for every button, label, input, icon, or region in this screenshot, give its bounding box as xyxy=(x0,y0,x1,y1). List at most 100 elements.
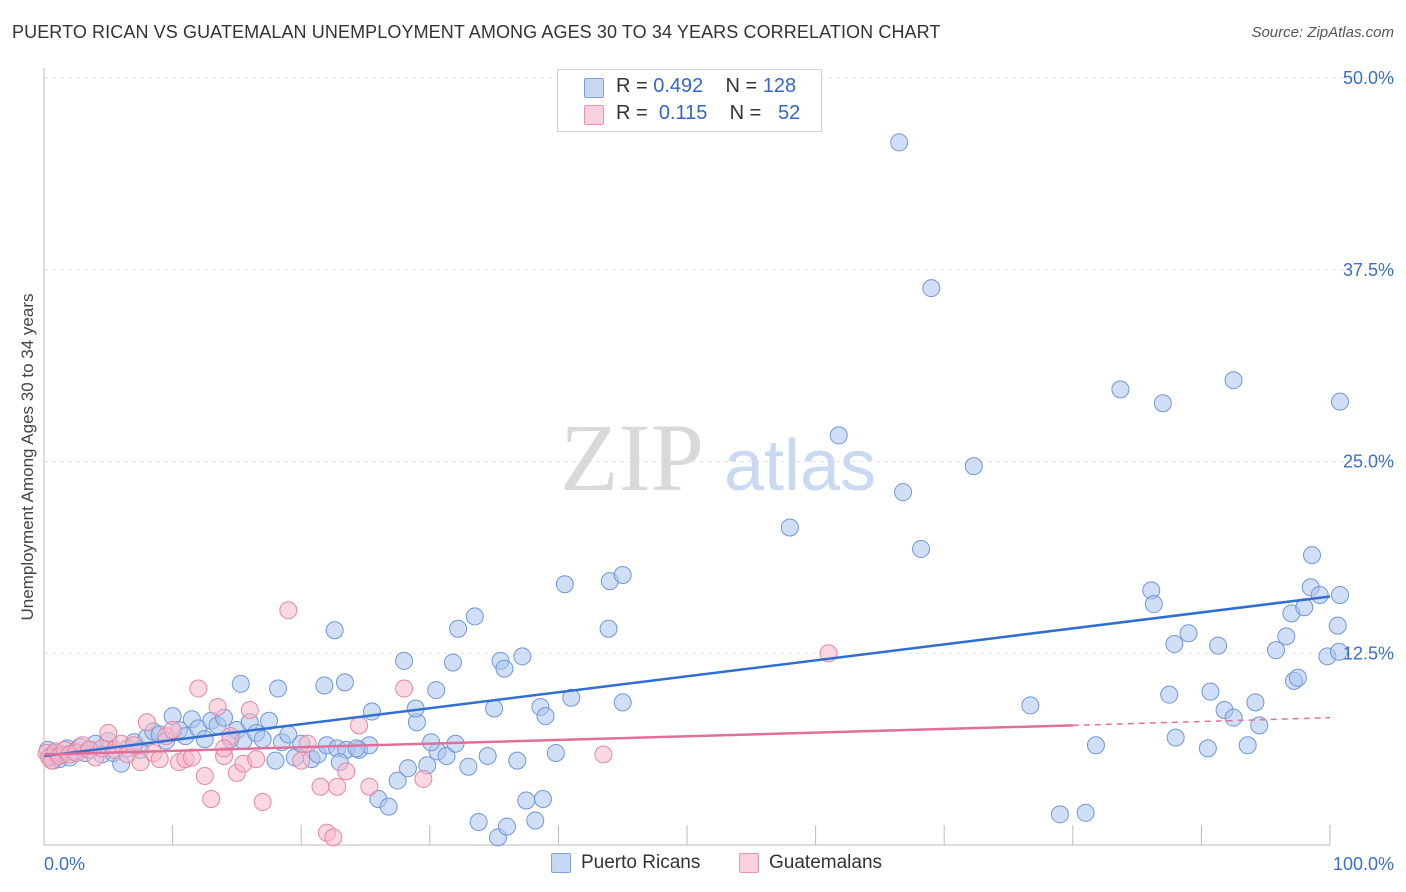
data-point-guatemalan xyxy=(163,720,182,739)
r-label: R = xyxy=(616,102,648,124)
y-tick-label: 37.5% xyxy=(1343,260,1394,280)
data-point-puerto-rican xyxy=(427,681,446,700)
data-point-puerto-rican xyxy=(1331,585,1349,604)
legend-swatch-pink xyxy=(584,105,604,125)
data-point-guatemalan xyxy=(195,766,214,785)
data-point-puerto-rican xyxy=(1209,636,1228,655)
y-tick-labels: 12.5% 25.0% 37.5% 50.0% xyxy=(1343,68,1394,663)
data-point-puerto-rican xyxy=(485,699,504,718)
data-point-puerto-rican xyxy=(449,619,468,638)
data-point-guatemalan xyxy=(360,777,379,796)
data-point-puerto-rican xyxy=(1166,728,1185,747)
data-point-puerto-rican xyxy=(1330,642,1349,661)
y-tick-label: 50.0% xyxy=(1343,68,1394,88)
data-point-guatemalan xyxy=(324,828,343,847)
data-point-puerto-rican xyxy=(478,747,497,766)
legend-label: Puerto Ricans xyxy=(581,852,701,873)
chart-title: PUERTO RICAN VS GUATEMALAN UNEMPLOYMENT … xyxy=(12,22,941,42)
data-point-puerto-rican xyxy=(508,751,527,770)
data-point-puerto-rican xyxy=(1224,371,1243,390)
data-point-puerto-rican xyxy=(533,789,552,808)
data-point-puerto-rican xyxy=(195,730,214,749)
data-point-puerto-rican xyxy=(1266,641,1285,660)
data-point-puerto-rican xyxy=(1198,739,1217,758)
grid xyxy=(44,77,1394,654)
data-point-puerto-rican xyxy=(469,812,488,831)
data-point-puerto-rican xyxy=(437,747,456,766)
data-point-puerto-rican xyxy=(266,751,285,770)
data-point-guatemalan xyxy=(247,750,266,769)
data-point-puerto-rican xyxy=(1144,595,1163,614)
y-tick-label: 12.5% xyxy=(1343,643,1394,663)
data-point-guatemalan xyxy=(131,753,150,772)
data-point-puerto-rican xyxy=(495,659,514,678)
data-point-guatemalan xyxy=(189,679,208,698)
x-tick-label-max: 100.0% xyxy=(1333,854,1394,874)
y-axis-label: Unemployment Among Ages 30 to 34 years xyxy=(18,294,37,621)
data-point-puerto-rican xyxy=(1160,685,1179,704)
data-point-puerto-rican xyxy=(517,791,536,810)
data-point-puerto-rican xyxy=(526,811,545,830)
data-point-puerto-rican xyxy=(562,688,581,707)
legend-swatch-blue xyxy=(584,78,604,98)
data-point-puerto-rican xyxy=(1021,696,1040,715)
data-point-guatemalan xyxy=(328,777,347,796)
data-point-puerto-rican xyxy=(443,653,462,672)
trend-line-guatemalans xyxy=(43,724,1073,756)
data-point-puerto-rican xyxy=(546,743,565,762)
data-point-puerto-rican xyxy=(1111,380,1130,399)
data-point-puerto-rican xyxy=(1076,803,1095,822)
watermark-zip: ZIP xyxy=(560,404,704,511)
stats-legend: R = 0.492 N = 128 R = 0.115 N = 52 xyxy=(557,69,822,132)
data-point-guatemalan xyxy=(311,777,330,796)
data-point-guatemalan xyxy=(337,762,356,781)
data-point-puerto-rican xyxy=(1086,736,1105,755)
data-point-guatemalan xyxy=(350,716,369,735)
data-point-puerto-rican xyxy=(922,279,941,298)
data-point-puerto-rican xyxy=(497,817,516,836)
data-point-puerto-rican xyxy=(1246,693,1265,712)
data-point-guatemalan xyxy=(298,734,317,753)
data-point-puerto-rican xyxy=(388,771,407,790)
data-point-puerto-rican xyxy=(1165,635,1184,654)
r-value: 0.115 xyxy=(658,102,708,124)
data-point-puerto-rican xyxy=(335,673,354,692)
data-point-puerto-rican xyxy=(894,483,913,502)
watermark: ZIP atlas xyxy=(560,404,876,511)
data-point-guatemalan xyxy=(208,697,227,716)
trend-line-guatemalans-extension xyxy=(1072,716,1331,727)
legend-swatch-pink xyxy=(739,853,759,873)
data-point-puerto-rican xyxy=(269,679,288,698)
data-point-guatemalan xyxy=(150,750,169,769)
data-point-guatemalan xyxy=(395,679,414,698)
data-point-puerto-rican xyxy=(315,676,334,695)
data-point-puerto-rican xyxy=(555,575,574,594)
data-point-puerto-rican xyxy=(613,693,632,712)
data-point-puerto-rican xyxy=(1250,716,1269,735)
data-point-puerto-rican xyxy=(912,539,931,558)
x-tick-label-min: 0.0% xyxy=(44,854,85,874)
data-point-guatemalan xyxy=(99,724,118,743)
data-point-guatemalan xyxy=(240,701,259,720)
data-point-puerto-rican xyxy=(325,621,344,640)
data-point-puerto-rican xyxy=(1201,682,1220,701)
data-point-puerto-rican xyxy=(398,759,417,778)
data-point-puerto-rican xyxy=(964,457,983,476)
data-point-puerto-rican xyxy=(1302,546,1321,565)
source-label: Source: ZipAtlas.com xyxy=(1251,24,1394,41)
data-point-puerto-rican xyxy=(1277,627,1296,646)
data-point-puerto-rican xyxy=(1238,736,1257,755)
trend-lines xyxy=(43,595,1331,758)
data-point-puerto-rican xyxy=(1153,394,1172,413)
data-point-puerto-rican xyxy=(395,651,414,670)
data-point-puerto-rican xyxy=(536,707,555,726)
data-point-puerto-rican xyxy=(362,702,381,721)
data-point-puerto-rican xyxy=(1288,668,1307,687)
axes xyxy=(43,68,1331,846)
trend-line-puerto-ricans xyxy=(43,595,1331,758)
n-label: N = xyxy=(725,75,758,97)
n-label: N = xyxy=(729,102,762,124)
legend-label: Guatemalans xyxy=(769,852,883,873)
data-point-guatemalan xyxy=(202,789,221,808)
data-point-puerto-rican xyxy=(253,730,272,749)
